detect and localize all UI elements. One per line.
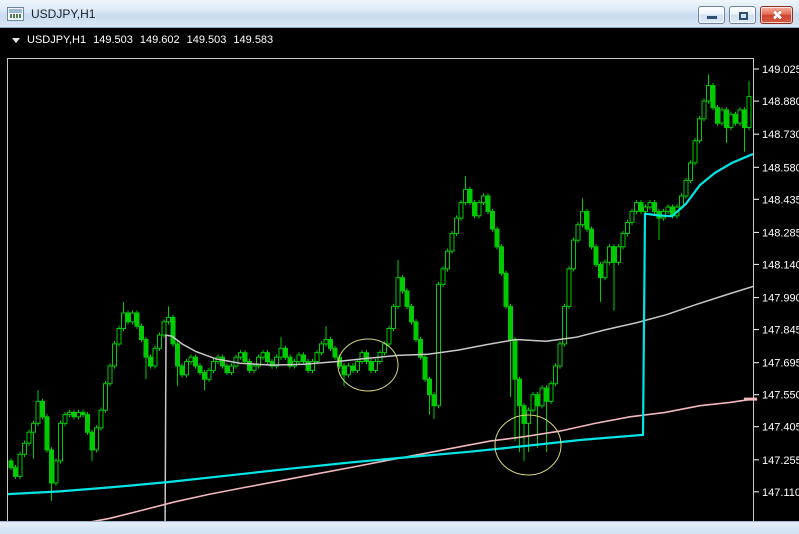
- svg-text:147.990: 147.990: [762, 293, 799, 305]
- titlebar[interactable]: USDJPY,H1: [0, 0, 799, 28]
- highlight-circle-2[interactable]: [494, 414, 562, 476]
- restore-button[interactable]: [729, 6, 756, 24]
- window-controls: [698, 6, 793, 24]
- ohlc-header: USDJPY,H1 149.503 149.602 149.503 149.58…: [12, 34, 280, 46]
- window-bottom-frame: [0, 521, 799, 534]
- ohlc-high: 149.602: [139, 34, 180, 46]
- minimize-button[interactable]: [698, 6, 725, 24]
- svg-text:149.025: 149.025: [762, 64, 799, 76]
- candlestick-chart: 149.025 148.880 148.730 148.580 148.435 148.2…: [0, 56, 799, 534]
- svg-text:147.550: 147.550: [762, 390, 799, 402]
- symbol-dropdown-icon[interactable]: [12, 37, 20, 43]
- ohlc-open: 149.503: [93, 34, 133, 46]
- ohlc-symbol: USDJPY,H1: [27, 34, 87, 46]
- ohlc-low: 149.503: [186, 34, 227, 46]
- svg-text:147.405: 147.405: [762, 422, 799, 434]
- svg-text:148.140: 148.140: [762, 259, 799, 271]
- ma-cyan: [8, 152, 753, 496]
- highlight-circle-1[interactable]: [337, 338, 399, 392]
- window-title: USDJPY,H1: [31, 6, 96, 21]
- plot-frame: [7, 58, 754, 534]
- svg-text:147.845: 147.845: [762, 325, 799, 337]
- ma-pink: [8, 398, 753, 530]
- svg-text:148.730: 148.730: [762, 129, 799, 141]
- price-axis[interactable]: 149.025 148.880 148.730 148.580 148.435 148.2…: [744, 64, 799, 532]
- svg-text:147.695: 147.695: [762, 358, 799, 370]
- ohlc-close: 149.583: [233, 34, 274, 46]
- chart-area[interactable]: 149.025 148.880 148.730 148.580 148.435 148.2…: [0, 28, 799, 534]
- minimize-icon: [707, 16, 717, 19]
- restore-icon: [739, 12, 748, 20]
- svg-text:148.285: 148.285: [762, 227, 799, 239]
- ma-white: [8, 285, 753, 534]
- svg-text:148.880: 148.880: [762, 96, 799, 108]
- close-icon: [771, 9, 783, 21]
- svg-text:147.255: 147.255: [762, 455, 799, 467]
- close-button[interactable]: [760, 6, 793, 24]
- svg-text:148.435: 148.435: [762, 194, 799, 206]
- svg-text:148.580: 148.580: [762, 162, 799, 174]
- pink-line-price-marker: [744, 397, 757, 401]
- svg-text:147.110: 147.110: [762, 487, 799, 499]
- chart-icon: [7, 6, 24, 21]
